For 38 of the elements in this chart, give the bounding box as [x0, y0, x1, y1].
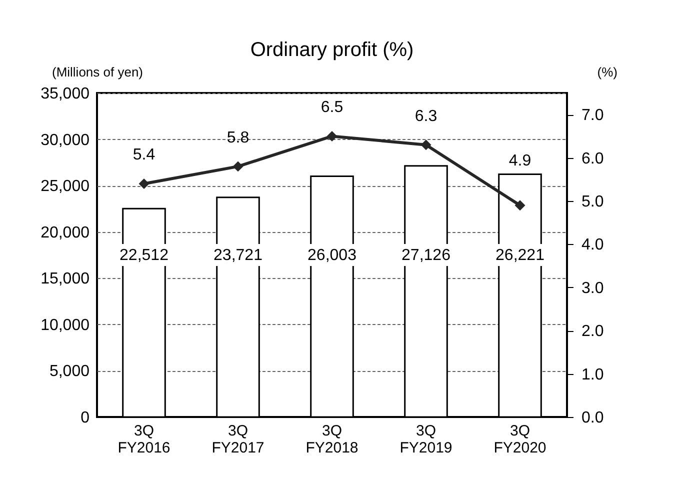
y2-tick-label: 5.0 [582, 194, 604, 210]
y2-axis-title: (%) [597, 64, 618, 80]
y2-tick-label: 3.0 [582, 280, 604, 297]
x-tick-label: 3Q FY2016 [118, 422, 170, 456]
y-tick-label: 35,000 [40, 86, 90, 102]
y2-tick-label: 2.0 [582, 323, 604, 340]
data-label: 26,221 [496, 247, 545, 264]
x-tick-label: 3Q FY2020 [494, 422, 546, 456]
data-label: 6.5 [320, 99, 344, 116]
y2-tick-label: 4.0 [582, 236, 604, 254]
x-tick-label: 3Q FY2018 [306, 422, 358, 456]
y-tick-label: 25,000 [40, 178, 90, 196]
data-label: 4.9 [508, 152, 532, 170]
y-tick-label: 15,000 [40, 270, 90, 288]
chart-title: Ordinary profit (%) [250, 39, 414, 61]
y-tick-label: 0 [80, 410, 90, 426]
x-tick-label: 3Q FY2019 [400, 422, 452, 456]
y-tick-label: 5,000 [49, 363, 90, 380]
data-label: 5.4 [132, 146, 156, 164]
y-axis-title: (Millions of yen) [52, 64, 144, 80]
y2-tick-label: 6.0 [582, 150, 604, 168]
y2-tick-label: 7.0 [582, 107, 604, 124]
point [514, 200, 526, 211]
y2-tick-label: 0.0 [582, 410, 604, 426]
data-label: 6.3 [414, 108, 438, 125]
x-tick-label: 3Q FY2017 [212, 422, 264, 456]
point [138, 178, 150, 189]
point [420, 140, 432, 150]
y-tick-label: 30,000 [40, 132, 90, 149]
data-label: 23,721 [214, 247, 263, 264]
y2-tick-label: 1.0 [582, 366, 604, 384]
point [232, 161, 244, 172]
data-label: 22,512 [120, 247, 169, 264]
data-label: 26,003 [308, 247, 357, 264]
point [326, 130, 338, 142]
y-tick-label: 10,000 [40, 316, 90, 334]
y-tick-label: 20,000 [40, 224, 90, 242]
data-label: 27,126 [402, 247, 451, 264]
